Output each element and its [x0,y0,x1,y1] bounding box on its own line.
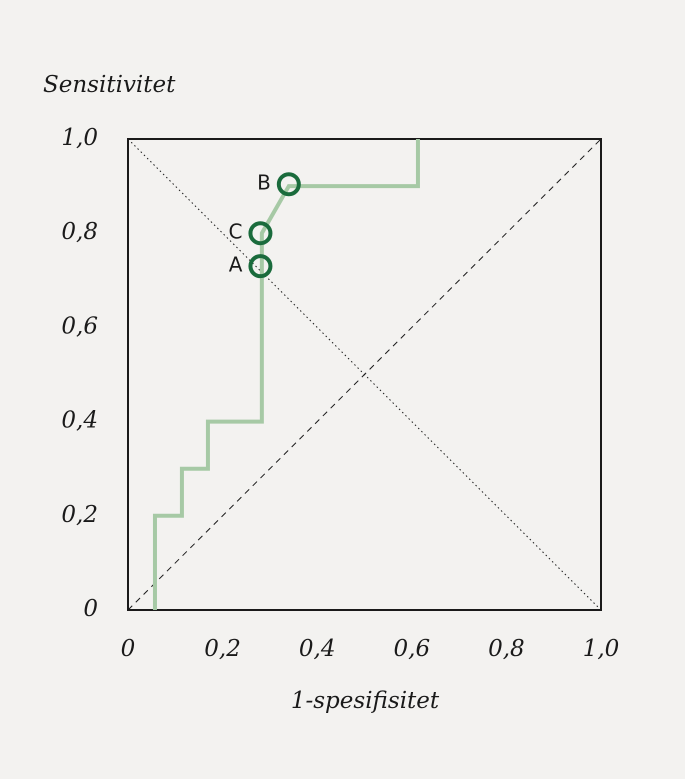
y-tick-label: 0,4 [61,408,98,434]
cutoff-point [276,172,301,197]
x-tick-label: 0,8 [488,636,525,662]
cutoff-point [248,254,273,279]
x-tick-label: 0 [121,636,136,662]
x-tick-label: 0,6 [394,636,431,662]
y-tick-label: 0,6 [61,313,98,339]
plot-frame [127,138,602,611]
point-label: B [257,171,271,195]
y-tick-label: 0 [83,596,98,622]
y-axis-title: Sensitivitet [43,72,176,98]
x-tick-label: 0,4 [299,636,336,662]
x-axis-title: 1-spesifisitet [291,688,440,714]
y-tick-label: 1,0 [61,125,98,151]
y-tick-label: 0,2 [61,502,98,528]
y-tick-label: 0,8 [61,219,98,245]
x-tick-label: 1,0 [583,636,620,662]
point-label: C [228,220,242,244]
cutoff-point [248,221,273,246]
roc-curve [152,139,420,610]
x-tick-label: 0,2 [204,636,241,662]
point-label: A [229,253,243,277]
reference-antidiagonal [127,138,602,611]
